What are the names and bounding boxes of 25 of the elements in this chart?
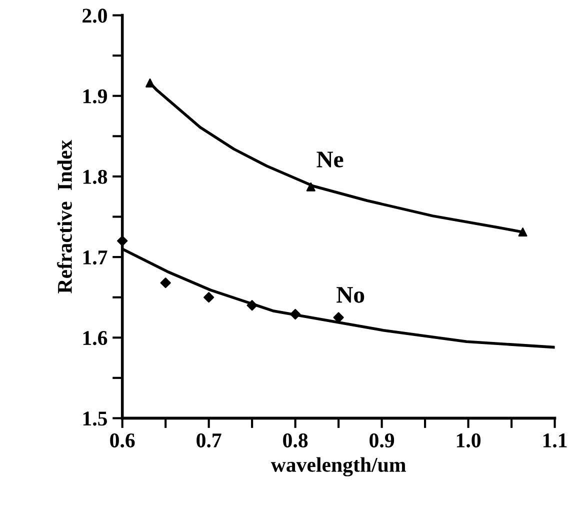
x-tick-label: 0.8 <box>283 433 308 448</box>
series-label: Ne <box>316 152 344 168</box>
point <box>146 78 155 88</box>
x-tick-label: 0.7 <box>196 433 222 448</box>
text: 2.0 <box>82 8 107 23</box>
x-axis-title: wavelength/um <box>270 457 406 476</box>
x-tick-label: 0.6 <box>110 433 135 448</box>
point <box>290 308 301 320</box>
y-axis-title: Refractive Index <box>57 140 72 294</box>
text: 1.0 <box>456 433 481 448</box>
point <box>518 228 528 237</box>
y-tick-label: 1.9 <box>83 89 107 104</box>
point <box>246 300 258 311</box>
point <box>117 236 128 246</box>
point <box>306 182 316 192</box>
y-tick-label: 1.7 <box>83 250 108 265</box>
x-tick-label: 1.1 <box>543 433 567 448</box>
point <box>204 292 214 303</box>
y-tick-label: 1.8 <box>83 170 108 184</box>
point <box>160 278 171 288</box>
y-tick-label: 1.5 <box>83 412 107 426</box>
series-label: No <box>336 287 364 303</box>
point <box>333 312 344 323</box>
y-tick-label: 1.6 <box>83 331 108 346</box>
x-tick-label: 0.9 <box>370 433 394 448</box>
